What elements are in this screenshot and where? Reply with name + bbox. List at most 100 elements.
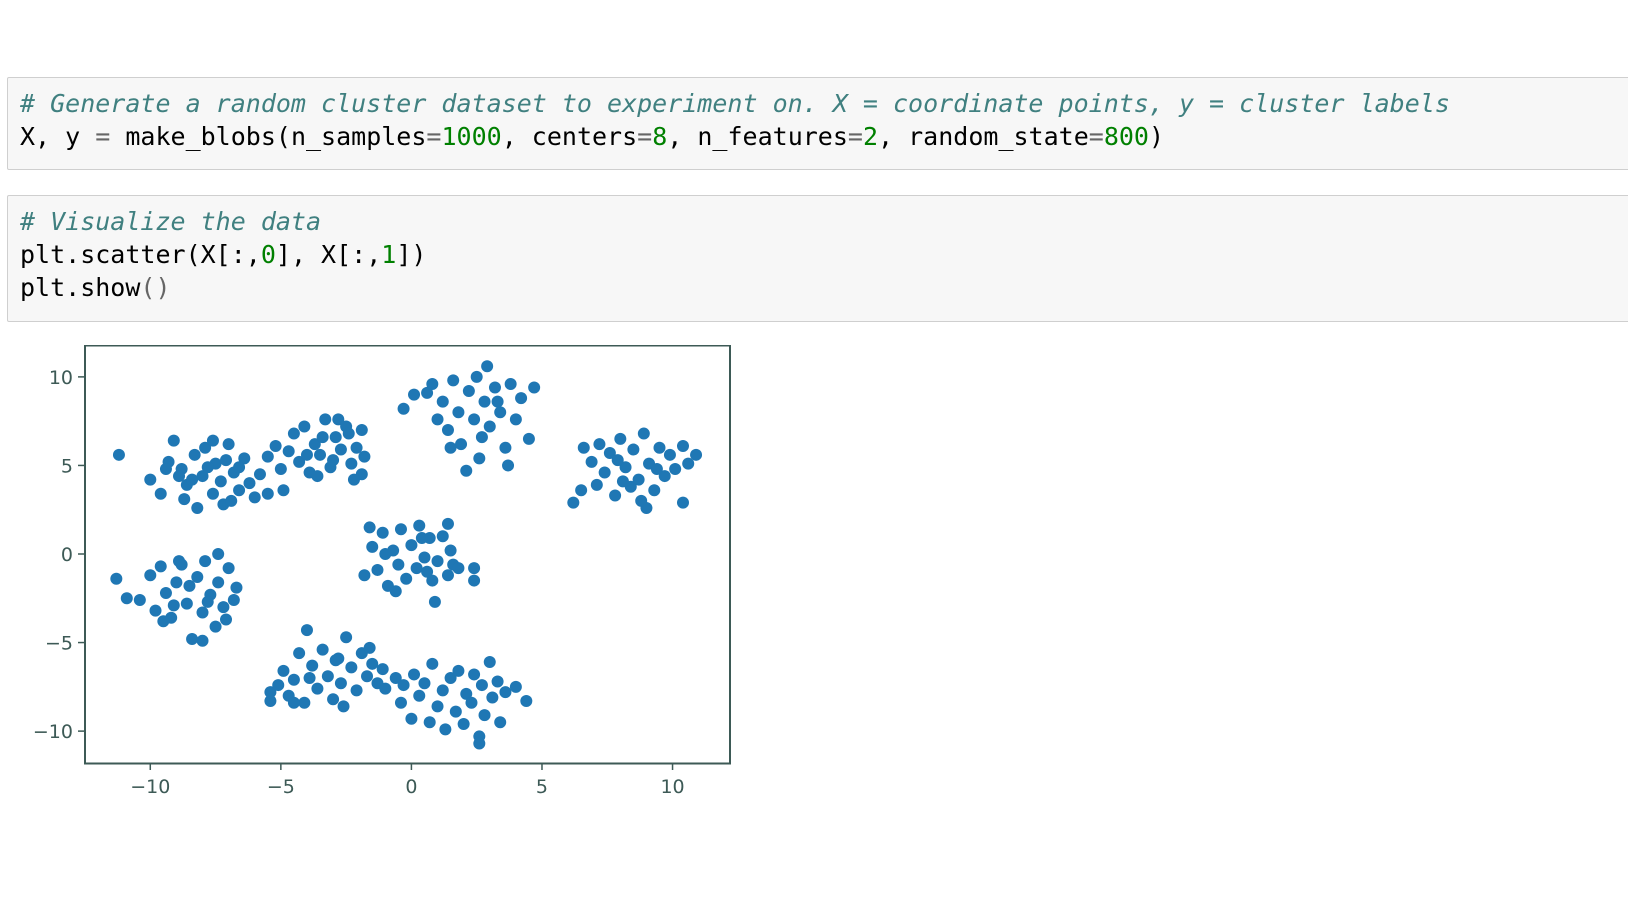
scatter-point — [159, 462, 172, 475]
scatter-point — [468, 668, 481, 681]
scatter-point — [225, 494, 238, 507]
code-line: plt.show() — [20, 273, 171, 303]
y-tick-label: −10 — [33, 721, 73, 743]
scatter-point — [462, 385, 475, 398]
scatter-point — [499, 686, 512, 699]
scatter-point — [157, 615, 170, 628]
scatter-point — [253, 468, 266, 481]
scatter-point — [663, 448, 676, 461]
scatter-point — [206, 434, 219, 447]
scatter-point — [321, 670, 334, 683]
scatter-point — [217, 601, 230, 614]
scatter-point — [319, 413, 332, 426]
scatter-point — [342, 427, 355, 440]
scatter-point — [590, 478, 603, 491]
scatter-point — [650, 462, 663, 475]
scatter-point — [577, 441, 590, 454]
scatter-point — [603, 447, 616, 460]
scatter-point — [112, 448, 125, 461]
scatter-point — [593, 438, 606, 451]
scatter-point — [214, 475, 227, 488]
code-cell-2[interactable]: # Visualize the data plt.scatter(X[:,0],… — [7, 195, 1628, 322]
scatter-point — [308, 438, 321, 451]
code-token: = — [637, 122, 653, 151]
scatter-point — [473, 737, 486, 750]
scatter-point — [178, 493, 191, 506]
code-token: 1000 — [441, 122, 502, 151]
scatter-point — [452, 664, 465, 677]
scatter-point — [274, 462, 287, 475]
scatter-point — [303, 671, 316, 684]
scatter-point — [609, 489, 622, 502]
x-tick-label: 0 — [405, 776, 417, 798]
scatter-point — [199, 555, 212, 568]
code-token: ]) — [396, 240, 427, 269]
scatter-point — [170, 576, 183, 589]
scatter-point — [682, 457, 695, 470]
scatter-point — [436, 530, 449, 543]
scatter-point — [186, 473, 199, 486]
scatter-point — [191, 571, 204, 584]
scatter-point — [300, 448, 313, 461]
scatter-point — [287, 696, 300, 709]
scatter-point — [298, 420, 311, 433]
scatter-chart: −10 −5 0 5 10 10 5 0 −5 −10 — [33, 344, 731, 798]
x-tick-label: −10 — [130, 776, 170, 798]
scatter-point — [405, 712, 418, 725]
scatter-point — [191, 501, 204, 514]
code-token: = — [95, 122, 111, 151]
output-plot: −10 −5 0 5 10 10 5 0 −5 −10 — [30, 344, 770, 819]
scatter-point — [196, 470, 209, 483]
code-token: = — [847, 122, 863, 151]
scatter-point — [658, 470, 671, 483]
scatter-point — [509, 680, 522, 693]
scatter-point — [436, 684, 449, 697]
scatter-point — [426, 657, 439, 670]
scatter-point — [334, 677, 347, 690]
scatter-point — [408, 668, 421, 681]
scatter-point — [272, 679, 285, 692]
scatter-point — [248, 491, 261, 504]
scatter-point — [444, 441, 457, 454]
scatter-point — [269, 439, 282, 452]
scatter-point — [282, 445, 295, 458]
code-token: = — [426, 122, 442, 151]
scatter-point — [494, 716, 507, 729]
code-token: X, y — [20, 122, 96, 151]
scatter-point — [264, 695, 277, 708]
scatter-point — [222, 438, 235, 451]
scatter-point — [120, 592, 133, 605]
scatter-point — [186, 633, 199, 646]
scatter-point — [465, 696, 478, 709]
scatter-point — [421, 565, 434, 578]
scatter-point — [598, 466, 611, 479]
scatter-point — [449, 705, 462, 718]
code-token: , n_features — [667, 122, 848, 151]
scatter-point — [329, 654, 342, 667]
code-token: # Visualize the data — [20, 207, 322, 236]
scatter-point — [491, 395, 504, 408]
scatter-point — [243, 477, 256, 490]
scatter-point — [329, 431, 342, 444]
code-cell-1[interactable]: # Generate a random cluster dataset to e… — [7, 77, 1628, 170]
x-tick-label: −5 — [267, 776, 295, 798]
scatter-point — [522, 432, 535, 445]
scatter-point — [212, 576, 225, 589]
scatter-point — [585, 455, 598, 468]
scatter-point — [227, 594, 240, 607]
x-tick-label: 10 — [660, 776, 684, 798]
scatter-point — [287, 673, 300, 686]
scatter-point — [468, 574, 481, 587]
scatter-point — [441, 517, 454, 530]
scatter-point — [408, 388, 421, 401]
scatter-point — [468, 562, 481, 575]
scatter-point — [392, 558, 405, 571]
scatter-point — [345, 457, 358, 470]
scatter-point — [159, 586, 172, 599]
scatter-point — [676, 439, 689, 452]
scatter-point — [447, 374, 460, 387]
scatter-point — [389, 671, 402, 684]
scatter-point — [201, 461, 214, 474]
scatter-point — [154, 560, 167, 573]
scatter-point — [154, 487, 167, 500]
